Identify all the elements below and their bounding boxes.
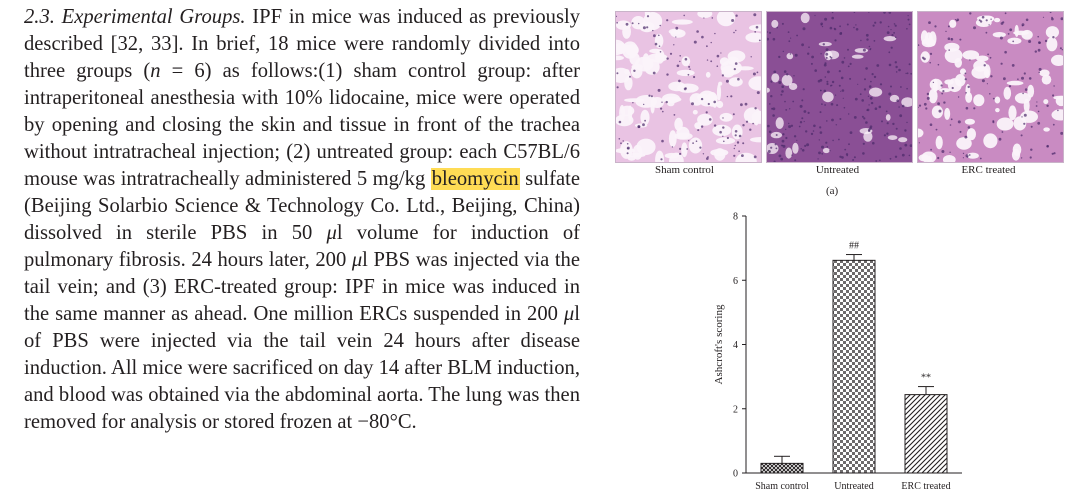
mu-symbol: μ (326, 222, 337, 244)
significance-marker: ** (921, 373, 931, 384)
y-tick-label: 8 (733, 212, 738, 223)
micrograph-untreated (766, 11, 913, 163)
mu-symbol: μ (563, 303, 575, 325)
bar (832, 259, 876, 474)
micrograph-caption: ERC treated (961, 164, 1016, 176)
y-tick-label: 4 (733, 340, 738, 351)
bar (760, 462, 804, 474)
micrograph-sham-control (615, 11, 762, 163)
x-tick-label: ERC treated (901, 481, 950, 492)
micrograph-erc-treated (917, 11, 1064, 163)
y-tick-label: 6 (733, 276, 738, 287)
x-tick-label: Sham control (755, 481, 809, 492)
section-title: Experimental Groups. (61, 6, 246, 28)
tissue-texture (616, 12, 761, 162)
n-variable: n (150, 60, 161, 82)
chart-svg: 0 2 4 6 8 Ashcroft's scoring Sham control ## Unt… (713, 212, 962, 492)
bar (904, 394, 948, 474)
text-column: 2.3. Experimental Groups. IPF in mice wa… (24, 4, 580, 436)
text-run: sulfate (Beijing Solarbio Science & Tech… (24, 168, 580, 244)
y-tick-label: 0 (733, 469, 738, 480)
text-run: = 6) as follows:(1) sham control group: … (24, 60, 581, 190)
y-tick-label: 2 (733, 404, 738, 415)
micrograph-caption: Untreated (815, 164, 860, 176)
y-axis-title: Ashcroft's scoring (713, 304, 725, 384)
significance-marker: ## (849, 241, 859, 252)
section-number: 2.3. (24, 6, 55, 28)
x-tick-label: Untreated (834, 481, 873, 492)
highlighted-word: bleomycin (430, 168, 520, 190)
panel-label: (a) (826, 185, 839, 197)
text-run: l volume for induction of pulmonary fibr… (24, 222, 580, 271)
text-run: l of PBS were injected via the tail vein… (24, 303, 580, 433)
bar-chart: 0 2 4 6 8 Ashcroft's scoring Sham control ## Unt… (690, 200, 990, 497)
section-heading: 2.3. Experimental Groups. (24, 6, 246, 28)
mu-symbol: μ (351, 249, 363, 271)
tissue-texture (918, 12, 1063, 162)
tissue-texture (767, 12, 912, 162)
paragraph: 2.3. Experimental Groups. IPF in mice wa… (24, 4, 580, 436)
micrograph-caption: Sham control (655, 164, 714, 176)
text-run: l PBS was injected via the tail vein; an… (24, 249, 580, 325)
text-run: IPF in mice was induced as previously de… (24, 6, 580, 82)
